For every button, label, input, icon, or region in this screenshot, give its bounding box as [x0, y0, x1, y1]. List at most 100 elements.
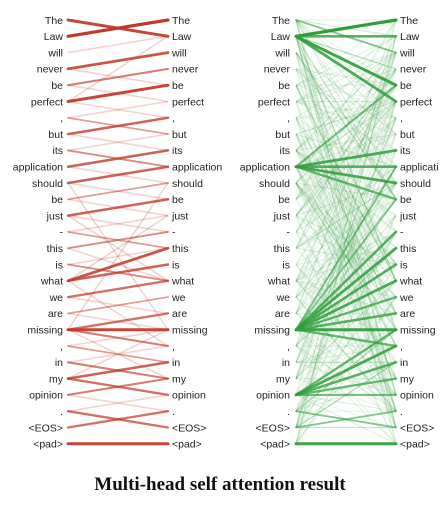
- attention-link-faint: [295, 329, 397, 363]
- right-source-token: what: [267, 276, 290, 288]
- right-target-token: be: [400, 194, 412, 206]
- right-source-token: be: [278, 80, 290, 92]
- attention-link-faint: [295, 52, 397, 216]
- attention-link-faint: [295, 182, 397, 363]
- right-target-token: The: [400, 15, 418, 27]
- attention-link-faint: [295, 36, 397, 249]
- attention-link-faint: [295, 133, 397, 314]
- attention-link-faint: [295, 133, 397, 151]
- attention-link-faint: [295, 52, 397, 119]
- attention-link-faint: [295, 182, 397, 331]
- attention-link-faint: [295, 35, 397, 200]
- attention-link-faint: [67, 100, 169, 119]
- left-target-token: -: [172, 227, 176, 239]
- attention-link-faint: [295, 36, 397, 412]
- attention-link-faint: [295, 101, 397, 200]
- attention-link-faint: [295, 182, 397, 298]
- attention-link-faint: [295, 100, 397, 119]
- attention-link-faint: [295, 52, 397, 151]
- attention-link: [67, 263, 169, 282]
- left-source-token: never: [37, 64, 64, 76]
- figure-caption: Multi-head self attention result: [94, 474, 346, 495]
- right-target-token: Law: [400, 31, 420, 43]
- attention-link-faint: [67, 133, 169, 152]
- right-target-token: but: [400, 129, 415, 141]
- attention-link-faint: [295, 231, 397, 282]
- attention-link-faint: [67, 35, 169, 54]
- left-source-token: <EOS>: [29, 422, 63, 434]
- left-target-token: just: [171, 210, 188, 222]
- right-target-token: its: [400, 145, 411, 157]
- left-source-token: will: [47, 47, 63, 59]
- attention-link-faint: [295, 215, 397, 298]
- left-target-token: my: [172, 373, 187, 385]
- attention-link-faint: [295, 19, 397, 428]
- right-source-token: will: [274, 47, 290, 59]
- attention-link-faint: [295, 52, 397, 233]
- attention-link-faint: [295, 247, 397, 266]
- attention-link-faint: [295, 100, 397, 135]
- right-target-token: perfect: [400, 96, 432, 108]
- right-source-token: -: [287, 227, 291, 239]
- attention-link-faint: [295, 231, 397, 282]
- left-source-token: opinion: [29, 390, 63, 402]
- attention-link-faint: [295, 36, 397, 347]
- left-source-token: this: [47, 243, 63, 255]
- attention-link: [66, 328, 170, 348]
- right-target-token: this: [400, 243, 416, 255]
- left-target-token: but: [172, 129, 187, 141]
- left-source-token: be: [51, 80, 63, 92]
- right-attention-links: [294, 18, 398, 446]
- right-source-token: ,: [287, 113, 290, 125]
- attention-link-faint: [295, 182, 397, 200]
- right-target-token: <EOS>: [400, 422, 434, 434]
- right-target-token: just: [399, 210, 416, 222]
- attention-link-faint: [295, 52, 397, 119]
- attention-link: [294, 149, 398, 169]
- right-source-token: just: [273, 210, 290, 222]
- left-source-token: The: [45, 15, 63, 27]
- left-source-token: should: [32, 178, 63, 190]
- left-source-token: .: [60, 406, 63, 418]
- attention-link: [294, 279, 398, 332]
- attention-link-faint: [295, 84, 397, 151]
- left-target-token: this: [172, 243, 188, 255]
- attention-link: [66, 83, 170, 103]
- attention-link-faint: [295, 52, 397, 151]
- left-target-token: <pad>: [172, 439, 202, 451]
- attention-link-faint: [295, 182, 397, 217]
- attention-link: [66, 377, 170, 397]
- attention-link-faint: [295, 68, 397, 103]
- attention-link-faint: [295, 35, 397, 200]
- right-source-token: we: [276, 292, 291, 304]
- right-target-token: are: [400, 308, 415, 320]
- attention-link: [66, 198, 170, 217]
- right-target-token: missing: [400, 325, 436, 337]
- left-source-token: perfect: [31, 96, 63, 108]
- attention-link-faint: [295, 394, 397, 429]
- attention-link-faint: [67, 394, 169, 412]
- left-source-token: its: [53, 145, 64, 157]
- left-target-token: .: [172, 406, 175, 418]
- right-source-token: ,: [287, 341, 290, 353]
- left-source-token: -: [60, 227, 64, 239]
- left-source-token: Law: [44, 31, 64, 43]
- left-target-token: opinion: [172, 390, 206, 402]
- attention-link-faint: [295, 19, 397, 151]
- attention-link: [294, 230, 398, 331]
- attention-link: [66, 67, 170, 87]
- attention-link: [295, 19, 397, 54]
- attention-link-faint: [295, 133, 397, 379]
- right-source-token: my: [276, 373, 291, 385]
- attention-link-faint: [295, 117, 397, 314]
- attention-link-faint: [295, 36, 397, 444]
- right-target-token: applicati: [400, 162, 439, 174]
- attention-link: [67, 231, 169, 250]
- left-target-token: application: [172, 162, 222, 174]
- attention-link: [67, 149, 169, 168]
- attention-link-faint: [295, 100, 397, 168]
- right-source-token: Law: [271, 31, 291, 43]
- attention-link-faint: [295, 117, 397, 265]
- attention-figure: The Law will never be perfect, but its applicati…: [13, 15, 439, 451]
- right-source-token: The: [272, 15, 290, 27]
